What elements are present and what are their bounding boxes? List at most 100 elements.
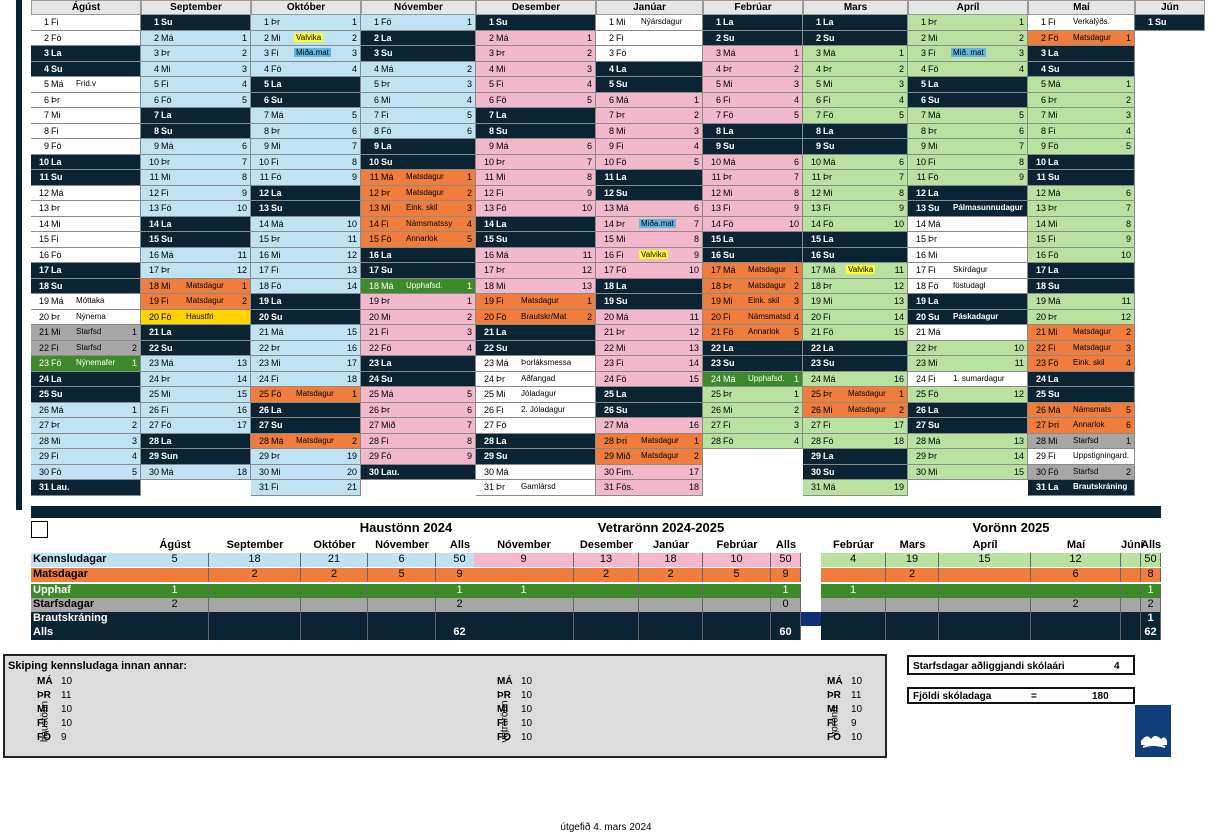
- day-count: 4: [793, 311, 799, 322]
- day-row: 13 Þr 7: [1028, 201, 1135, 217]
- day-row: 21 Þr 12: [596, 325, 703, 341]
- day-row: 26 Su: [596, 402, 703, 418]
- day-row: 31 Má 19: [803, 480, 908, 496]
- day-row: 22 Fi Starfsd 2: [31, 340, 141, 356]
- weekday: Þr: [496, 373, 505, 384]
- day-number: 8: [263, 125, 269, 136]
- summary-cell: [639, 626, 703, 640]
- weekday: Mi: [381, 311, 391, 322]
- day-row: 24 Su: [361, 371, 476, 387]
- day-count: 2: [693, 110, 699, 120]
- day-row: 12 Mi 8: [803, 185, 908, 201]
- day-note: Nýársdagur: [641, 17, 683, 26]
- day-row: 8 Mi 3: [596, 123, 703, 139]
- day-number: 21: [710, 327, 721, 337]
- day-row: 31 La Brautskráning: [1028, 480, 1135, 496]
- day-count: 4: [1018, 63, 1024, 74]
- day-note: Valvika: [846, 265, 876, 274]
- day-count: 7: [1125, 203, 1131, 213]
- day-row: 10 Þr 7: [476, 154, 596, 170]
- day-row: 14 La: [476, 216, 596, 232]
- day-number: 16: [148, 249, 159, 260]
- day-count: 4: [351, 63, 357, 74]
- day-count: 5: [586, 94, 592, 105]
- day-row: 19 Má 11: [1028, 294, 1135, 310]
- day-row: 4 Mi 3: [476, 61, 596, 77]
- day-row: 8 Su: [141, 123, 251, 139]
- day-number: 22: [1035, 342, 1046, 353]
- weekday: La: [381, 249, 392, 260]
- day-number: 16: [258, 249, 269, 260]
- weekday: Má: [496, 249, 509, 260]
- weekday: La: [616, 389, 627, 399]
- day-row: 9 Su: [803, 139, 908, 155]
- day-count: 14: [236, 373, 247, 384]
- weekday: La: [823, 17, 834, 27]
- day-row: 23 Mi 11: [908, 356, 1028, 372]
- day-number: 6: [920, 94, 926, 105]
- weekday: Fös.: [616, 482, 634, 492]
- summary-cell: [939, 612, 1031, 626]
- day-count: 2: [466, 311, 472, 322]
- summary-cell: 13: [574, 553, 639, 567]
- day-row: 15 Þr 11: [251, 232, 361, 248]
- weekday-count-row: ÞR 11: [827, 690, 907, 704]
- day-count: 19: [893, 482, 904, 492]
- day-number: 27: [810, 420, 821, 430]
- summary-cell: 0: [771, 598, 801, 612]
- weekday-abbrev: MI: [827, 704, 839, 715]
- day-row: 5 Mi 3: [803, 77, 908, 93]
- day-count: 12: [346, 249, 357, 260]
- day-number: 14: [1035, 218, 1046, 229]
- weekday: Fi: [271, 265, 279, 275]
- day-number: 1: [373, 17, 379, 27]
- day-number: 10: [483, 156, 494, 167]
- day-row: 3 Þr 2: [476, 46, 596, 62]
- day-row: 23 Mi 17: [251, 356, 361, 372]
- summary-cell: 18: [209, 553, 301, 567]
- day-count: 10: [1013, 342, 1024, 353]
- day-number: 19: [148, 296, 159, 306]
- day-row: 8 La: [803, 123, 908, 139]
- weekday: Þr: [381, 404, 390, 415]
- day-number: 7: [815, 110, 821, 120]
- weekday-count: 11: [851, 690, 862, 701]
- day-number: 18: [603, 280, 614, 291]
- day-note: Matsdagur: [296, 389, 334, 398]
- day-count: 7: [898, 172, 904, 182]
- weekday: Má: [823, 156, 836, 167]
- day-number: 1: [1040, 17, 1046, 27]
- day-row: 9 Má 6: [476, 139, 596, 155]
- weekday: Mi: [271, 249, 281, 260]
- day-number: 24: [1035, 373, 1046, 384]
- summary-cell: [209, 598, 301, 612]
- day-count: 10: [893, 218, 904, 229]
- day-row: 3 Má 1: [803, 46, 908, 62]
- day-count: 16: [893, 373, 904, 384]
- term-title: Vetrarönn 2024-2025: [597, 520, 725, 535]
- day-number: 11: [604, 172, 614, 182]
- day-row: 28 Má 13: [908, 433, 1028, 449]
- weekday: Má: [823, 48, 836, 58]
- day-count: 2: [241, 296, 247, 306]
- day-row: 19 La: [251, 294, 361, 310]
- summary-cell: [821, 568, 886, 582]
- day-row: 13 Mi Eink. skil 3: [361, 201, 476, 217]
- day-row: 30 Su: [803, 464, 908, 480]
- day-number: 7: [373, 110, 379, 120]
- day-row: 23 Su: [803, 356, 908, 372]
- day-number: 27: [483, 420, 494, 430]
- day-row: 7 La: [141, 108, 251, 124]
- day-number: 30: [148, 466, 159, 477]
- weekday: La: [161, 218, 172, 229]
- day-count: 3: [1125, 342, 1131, 353]
- day-number: 4: [608, 63, 614, 74]
- weekday: Mi: [1048, 435, 1058, 446]
- weekday: Þr: [51, 94, 60, 105]
- day-number: 2: [920, 32, 926, 43]
- weekday: Fö: [928, 172, 939, 182]
- day-number: 13: [603, 203, 614, 213]
- checkbox-empty[interactable]: [31, 521, 48, 538]
- weekday: Mi: [271, 32, 281, 43]
- day-row: 9 Mi 7: [251, 139, 361, 155]
